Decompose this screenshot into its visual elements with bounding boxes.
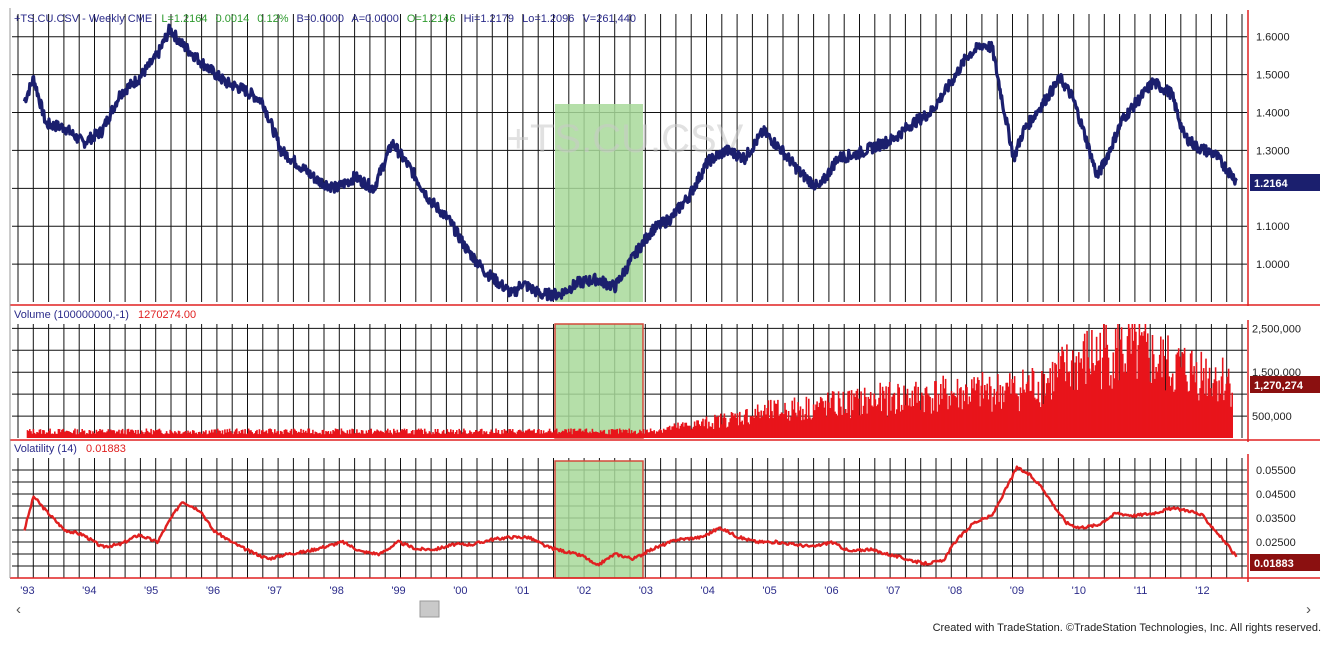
header-change: 0.0014	[216, 13, 250, 25]
volume-last-badge: 1,270,274	[1250, 376, 1320, 393]
volatility-label: Volatility (14)	[14, 443, 77, 455]
copyright-footer: Created with TradeStation. ©TradeStation…	[932, 622, 1321, 634]
price-badge-text: 1.2164	[1254, 178, 1289, 190]
price-y-tick-label: 1.3000	[1256, 145, 1290, 157]
price-series-layer	[22, 23, 1238, 302]
volume-bars-layer	[26, 324, 1233, 438]
price-y-tick-label: 1.1000	[1256, 221, 1290, 233]
header-high: Hi=1.2179	[464, 13, 514, 25]
highlight-region-layer	[554, 104, 644, 579]
price-series-line	[22, 23, 1238, 302]
x-tick-label: '09	[1010, 585, 1024, 597]
x-tick-label: '93	[20, 585, 34, 597]
volume-panel-label: Volume (100000000,-1) 1270274.00	[14, 309, 196, 321]
highlight-region-volume	[554, 323, 644, 439]
x-tick-label: '04	[701, 585, 715, 597]
scrollbar-track[interactable]	[10, 598, 1318, 620]
x-tick-label: '98	[330, 585, 344, 597]
volatility-series-layer	[23, 465, 1238, 567]
volume-badge-text: 1,270,274	[1254, 380, 1304, 392]
x-tick-label: '05	[762, 585, 776, 597]
header-volume: V=261,440	[582, 13, 636, 25]
header-symbol: +TS.CU.CSV - Weekly CME	[14, 13, 152, 25]
highlight-region-volatility	[554, 460, 644, 579]
volume-y-tick-label: 2,500,000	[1252, 323, 1301, 335]
price-last-badge: 1.2164	[1250, 174, 1320, 191]
x-tick-label: '94	[82, 585, 96, 597]
scroll-right-arrow-icon[interactable]: ›	[1306, 601, 1311, 618]
price-y-tick-label: 1.4000	[1256, 108, 1290, 120]
volatility-last-badge: 0.01883	[1250, 554, 1320, 571]
x-tick-label: '00	[453, 585, 467, 597]
chart-canvas: +TS.CU.CSV 1.6000 1.5000 1.4000 1.3000 1.100…	[0, 0, 1327, 622]
header-low: Lo=1.2096	[522, 13, 574, 25]
header-bid: B=0.0000	[297, 13, 344, 25]
volume-label-value: 1270274.00	[138, 309, 196, 321]
header-change-pct: 0.12%	[257, 13, 288, 25]
tick-label-layer: 1.6000 1.5000 1.4000 1.3000 1.1000 1.0000 2,50…	[20, 32, 1301, 597]
x-tick-label: '11	[1134, 585, 1148, 597]
header-ask: A=0.0000	[351, 13, 398, 25]
volume-y-tick-label: 500,000	[1252, 411, 1292, 423]
chart-background	[0, 0, 1327, 622]
x-tick-label: '08	[948, 585, 962, 597]
price-y-tick-label: 1.0000	[1256, 259, 1290, 271]
volatility-series-line	[23, 465, 1238, 567]
axis-layer	[9, 8, 1320, 582]
volatility-badge-text: 0.01883	[1254, 558, 1294, 570]
x-tick-label: '12	[1195, 585, 1209, 597]
volume-label: Volume (100000000,-1)	[14, 309, 129, 321]
header-line: +TS.CU.CSV - Weekly CME L=1.2164 0.0014 …	[14, 13, 636, 25]
x-tick-label: '99	[391, 585, 405, 597]
x-tick-label: '01	[515, 585, 529, 597]
symbol-watermark: +TS.CU.CSV	[507, 117, 744, 161]
scroll-left-arrow-icon[interactable]: ‹	[16, 601, 21, 618]
volatility-y-tick-label: 0.05500	[1256, 465, 1296, 477]
x-tick-label: '07	[886, 585, 900, 597]
volatility-panel-label: Volatility (14) 0.01883	[14, 443, 126, 455]
volatility-y-tick-label: 0.03500	[1256, 513, 1296, 525]
price-badge-bg	[1250, 174, 1320, 191]
x-tick-label: '95	[144, 585, 158, 597]
volatility-y-tick-label: 0.02500	[1256, 537, 1296, 549]
header-last: L=1.2164	[161, 13, 207, 25]
volume-badge-bg	[1250, 376, 1320, 393]
x-tick-label: '96	[206, 585, 220, 597]
volatility-label-value: 0.01883	[86, 443, 126, 455]
price-y-tick-label: 1.5000	[1256, 70, 1290, 82]
price-y-tick-label: 1.6000	[1256, 32, 1290, 44]
x-tick-label: '06	[824, 585, 838, 597]
volatility-badge-bg	[1250, 554, 1320, 571]
volatility-y-tick-label: 0.04500	[1256, 489, 1296, 501]
horizontal-scrollbar[interactable]: ‹ ›	[10, 598, 1318, 620]
x-tick-label: '02	[577, 585, 591, 597]
x-tick-label: '10	[1072, 585, 1086, 597]
header-open: O=1.2146	[407, 13, 456, 25]
x-tick-label: '97	[268, 585, 282, 597]
x-tick-label: '03	[639, 585, 653, 597]
scrollbar-thumb[interactable]	[419, 600, 440, 618]
